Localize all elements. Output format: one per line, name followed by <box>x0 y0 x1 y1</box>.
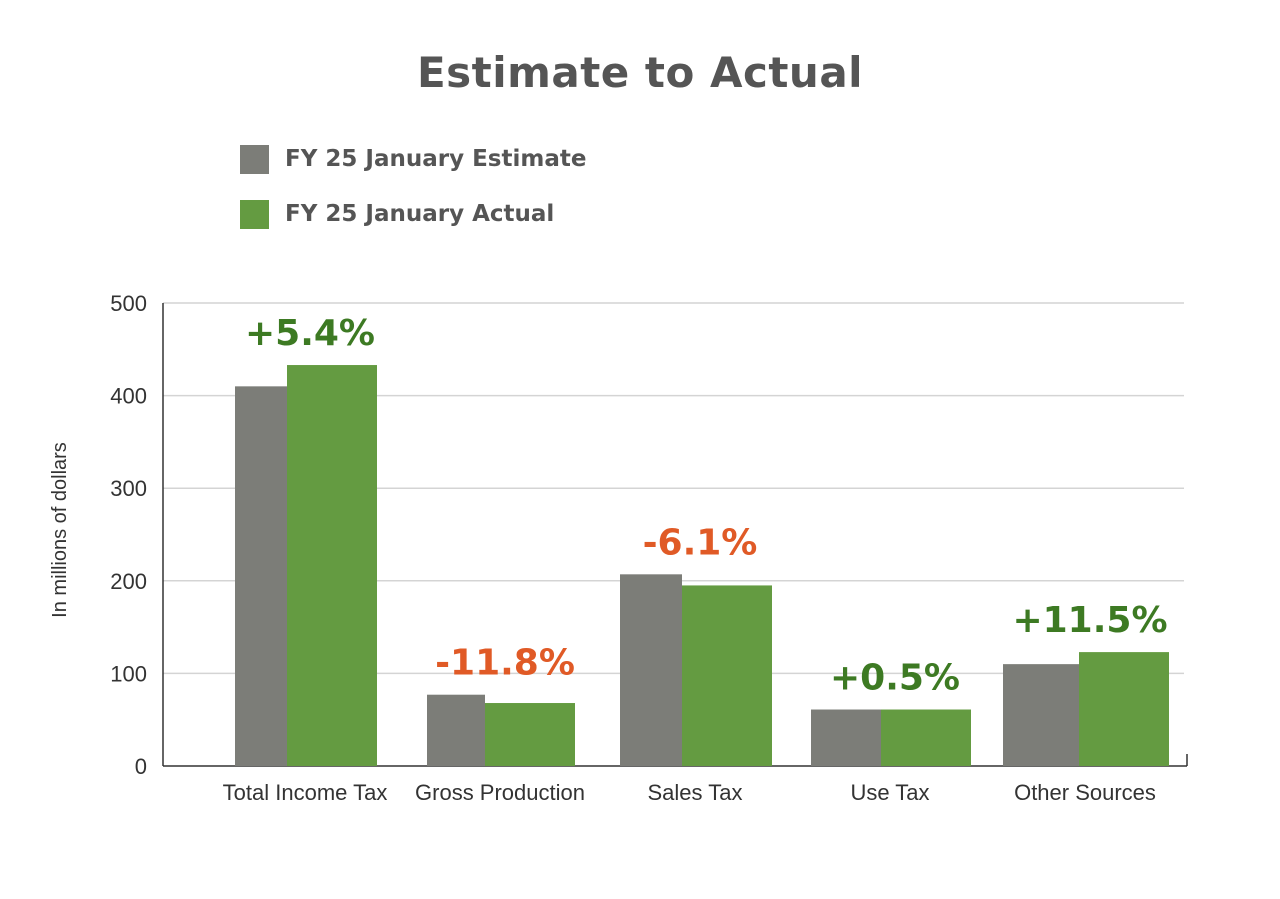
x-tick-label: Use Tax <box>850 780 929 805</box>
x-tick-label: Gross Production <box>415 780 585 805</box>
x-tick-label: Sales Tax <box>648 780 743 805</box>
bar-actual <box>881 709 971 766</box>
legend-swatch-estimate <box>240 144 269 174</box>
bar-estimate <box>235 386 287 766</box>
percent-change-label: +5.4% <box>245 313 375 354</box>
bar-estimate <box>620 574 682 766</box>
bar-estimate <box>427 694 485 766</box>
bar-estimate <box>811 709 881 766</box>
x-tick-label: Total Income Tax <box>223 780 388 805</box>
y-tick-label: 100 <box>110 661 147 686</box>
legend-item-estimate: FY 25 January Estimate <box>240 142 586 176</box>
y-tick-label: 400 <box>110 384 147 409</box>
bar-estimate <box>1003 664 1079 766</box>
legend-swatch-actual <box>240 199 269 229</box>
y-tick-label: 300 <box>110 476 147 501</box>
y-tick-label: 200 <box>110 569 147 594</box>
percent-change-label: -6.1% <box>643 522 758 563</box>
legend-label-estimate: FY 25 January Estimate <box>285 146 587 172</box>
percent-change-label: +11.5% <box>1012 600 1167 641</box>
y-axis-label: In millions of dollars <box>49 442 71 618</box>
y-tick-label: 0 <box>135 754 147 779</box>
y-tick-label: 500 <box>110 291 147 316</box>
percent-change-label: -11.8% <box>435 643 575 684</box>
bar-actual <box>682 585 772 766</box>
bar-actual <box>1079 652 1169 766</box>
bar-actual <box>287 365 377 766</box>
bar-actual <box>485 703 575 766</box>
legend-item-actual: FY 25 January Actual <box>240 197 586 231</box>
percent-change-label: +0.5% <box>830 658 960 699</box>
x-tick-label: Other Sources <box>1014 780 1156 805</box>
legend-label-actual: FY 25 January Actual <box>285 201 555 227</box>
legend: FY 25 January Estimate FY 25 January Act… <box>240 142 586 252</box>
chart-title: Estimate to Actual <box>416 48 864 97</box>
